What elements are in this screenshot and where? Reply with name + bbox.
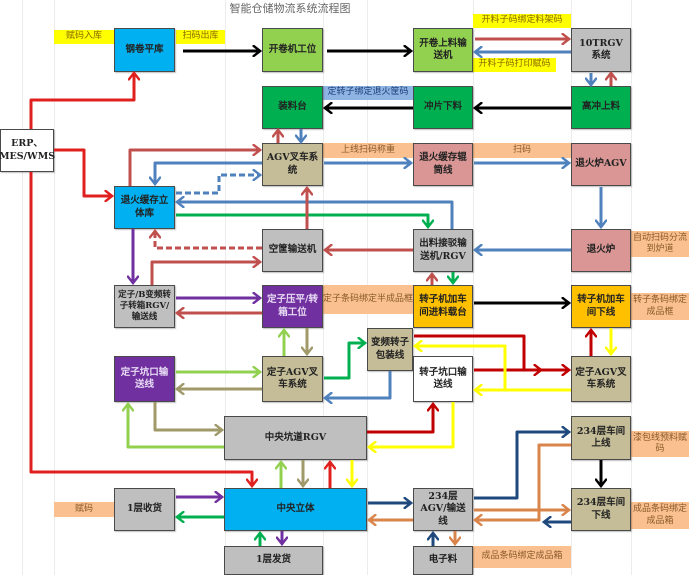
node-stator-press[interactable]: 定子压平/转箱工位 [262, 285, 323, 328]
flow-arrow-navy [474, 432, 568, 500]
label-auto-divert: 自动扫码分流到炉道 [631, 231, 689, 257]
node-electronics[interactable]: 电子料 [413, 546, 473, 575]
node-steel-coil[interactable]: 钢卷平库 [114, 28, 175, 72]
node-erp[interactable]: ERP、MES/WMS [0, 129, 55, 172]
node-loading-table[interactable]: 装料台 [262, 86, 323, 129]
flow-arrow-blue [176, 175, 259, 195]
node-stator-agv-left[interactable]: 定子AGV叉车系统 [262, 356, 323, 402]
node-uncoiler[interactable]: 开卷机工位 [262, 28, 323, 72]
node-outfeed[interactable]: 出料接驳输送机/RGV [413, 229, 473, 272]
label-scan-out: 扫码出库 [176, 30, 225, 44]
label-print-code: 开料子码打印赋码 [473, 58, 556, 72]
node-rotor-infeed[interactable]: 转子机加车间进料载台 [413, 285, 473, 328]
label-scan: 扫码 [473, 143, 571, 158]
label-code: 赋码 [54, 502, 114, 517]
node-floor1-receive[interactable]: 1层收货 [114, 488, 175, 531]
node-stator-rgv[interactable]: 定子/B变频转子转箱RGV/输送线 [114, 285, 175, 328]
node-floor234-online[interactable]: 234层车间上线 [571, 416, 631, 460]
flow-arrow-blue [326, 371, 392, 398]
label-product-bind-bottom: 成品条码绑定成品箱 [473, 546, 571, 568]
flow-arrow-lightgreen [128, 405, 224, 449]
label-enamel-code: 漆包线预料赋码 [631, 431, 689, 457]
label-rotor-bind: 转子条码绑定成品框 [631, 293, 689, 320]
flow-arrow-darkred [367, 405, 433, 434]
flow-arrow-olive [153, 402, 221, 430]
node-high-punch[interactable]: 高冲上料 [571, 86, 631, 129]
node-floor234-agv[interactable]: 234层AGV/输送线 [413, 488, 473, 531]
node-vf-rotor-pack[interactable]: 变频转子包装线 [367, 328, 413, 371]
node-rotor-pit[interactable]: 转子坑口输送线 [413, 356, 473, 402]
flow-arrow-red [54, 148, 111, 196]
node-empty-conveyor[interactable]: 空筐输送机 [262, 229, 323, 272]
node-agv-forklift[interactable]: AGV叉车系统 [262, 143, 323, 186]
flow-arrow-salmon [128, 150, 259, 186]
label-scan-weigh: 上线扫码称重 [323, 143, 413, 158]
node-central-rgv[interactable]: 中央坑道RGV [224, 416, 367, 460]
node-furnace-agv[interactable]: 退火炉AGV [571, 143, 631, 186]
node-stator-pit[interactable]: 定子坑口输送线 [114, 356, 175, 402]
node-stator-agv-right[interactable]: 定子AGV叉车系统 [571, 356, 631, 402]
node-floor1-ship[interactable]: 1层发货 [224, 546, 323, 575]
label-bind-rack: 开料子码绑定料架码 [473, 14, 571, 28]
label-code-in: 赋码入库 [54, 30, 114, 44]
flow-arrow-blue [178, 202, 454, 229]
label-stator-bind: 定子条码绑定半成品框 [323, 285, 413, 314]
node-floor234-offline[interactable]: 234层车间下线 [571, 488, 631, 531]
node-rotor-offline[interactable]: 转子机加车间下线 [571, 285, 631, 328]
flow-arrow-green [324, 343, 364, 380]
flow-arrow-green [176, 213, 428, 226]
flow-arrow-salmon [150, 262, 259, 285]
flow-arrow-orange [476, 443, 571, 520]
diagram-title: 智能仓储物流系统流程图 [229, 2, 351, 15]
node-uncoil-feed[interactable]: 开卷上料输送机 [413, 28, 473, 72]
node-furnace[interactable]: 退火炉 [571, 229, 631, 272]
flow-arrow-red [29, 74, 134, 129]
node-central-store[interactable]: 中央立体 [224, 488, 367, 531]
flow-arrow-yellow [370, 402, 455, 447]
flow-arrow-salmon [155, 232, 262, 250]
node-rgv10t[interactable]: 10TRGV系统 [571, 28, 631, 72]
node-anneal-roller[interactable]: 退火缓存辊筒线 [413, 143, 473, 186]
node-punch-unload[interactable]: 冲片下料 [413, 86, 473, 129]
label-product-bind-right: 成品条码绑定成品箱 [631, 502, 689, 529]
label-bind-basket: 定转子绑定退火筐码 [323, 86, 413, 100]
flow-arrow-blue [155, 161, 262, 183]
node-anneal-store[interactable]: 退火缓存立体库 [114, 186, 175, 229]
